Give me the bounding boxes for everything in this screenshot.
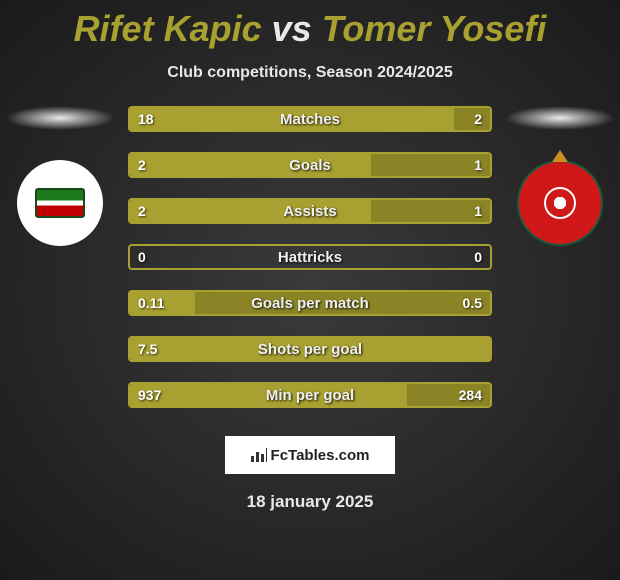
spotlight-right (505, 106, 615, 130)
left-side (0, 106, 120, 246)
comparison-title: Rifet Kapic vs Tomer Yosefi (0, 0, 620, 50)
player1-name: Rifet Kapic (74, 8, 262, 49)
stat-value-left: 2 (138, 157, 146, 173)
stats-column: 18 2 Matches 2 1 Goals 2 1 Assists 0 0 Hattricks 0.1… (120, 106, 500, 408)
stat-row: 0 0 Hattricks (128, 244, 492, 270)
spotlight-left (5, 106, 115, 130)
content-row: 18 2 Matches 2 1 Goals 2 1 Assists 0 0 Hattricks 0.1… (0, 106, 620, 408)
stat-row: 937 284 Min per goal (128, 382, 492, 408)
site-logo-text: FcTables.com (271, 447, 370, 464)
club-badge-right-ball (538, 181, 582, 225)
vs-separator: vs (272, 8, 312, 49)
stat-label: Hattricks (278, 249, 342, 266)
stat-label: Shots per goal (258, 341, 362, 358)
stat-value-left: 0 (138, 249, 146, 265)
stat-row: 2 1 Goals (128, 152, 492, 178)
stat-value-right: 1 (474, 157, 482, 173)
subtitle: Club competitions, Season 2024/2025 (0, 64, 620, 82)
stat-label: Matches (280, 111, 340, 128)
stat-value-left: 2 (138, 203, 146, 219)
stat-value-left: 937 (138, 387, 161, 403)
stat-label: Goals per match (251, 295, 369, 312)
stat-value-left: 18 (138, 111, 154, 127)
chart-icon (251, 448, 267, 462)
stat-row: 2 1 Assists (128, 198, 492, 224)
site-logo: FcTables.com (225, 436, 395, 474)
club-badge-left-flag (35, 188, 85, 218)
stat-value-right: 0.5 (463, 295, 482, 311)
stat-row: 18 2 Matches (128, 106, 492, 132)
date-text: 18 january 2025 (0, 492, 620, 512)
stat-value-right: 2 (474, 111, 482, 127)
stat-fill-right (454, 108, 490, 130)
stat-value-right: 0 (474, 249, 482, 265)
stat-value-right: 284 (459, 387, 482, 403)
stat-value-right: 1 (474, 203, 482, 219)
player2-name: Tomer Yosefi (322, 8, 547, 49)
stat-fill-left (130, 154, 371, 176)
stat-label: Assists (283, 203, 336, 220)
stat-label: Goals (289, 157, 331, 174)
right-side (500, 106, 620, 246)
stat-value-left: 7.5 (138, 341, 157, 357)
stat-label: Min per goal (266, 387, 354, 404)
stat-row: 7.5 Shots per goal (128, 336, 492, 362)
stat-value-left: 0.11 (138, 295, 164, 311)
stat-fill-right (371, 200, 490, 222)
club-badge-right (517, 160, 603, 246)
club-badge-left (17, 160, 103, 246)
stat-row: 0.11 0.5 Goals per match (128, 290, 492, 316)
stat-fill-right (371, 154, 490, 176)
